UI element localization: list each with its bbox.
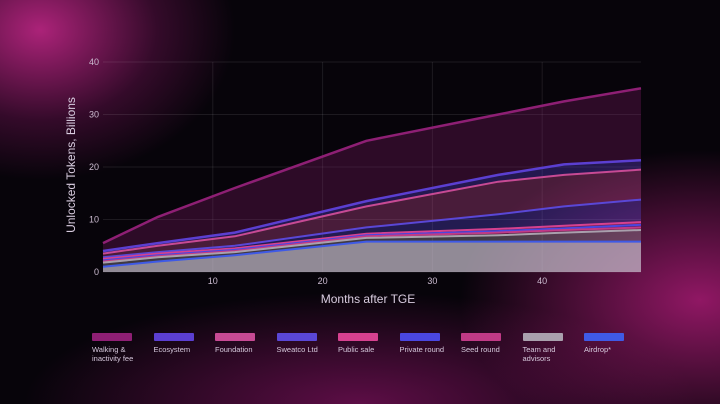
legend-label: Team and advisors <box>522 345 556 363</box>
y-tick-label: 0 <box>94 267 99 277</box>
legend-item: Sweatco Ltd <box>276 333 337 354</box>
legend-swatch <box>522 333 563 341</box>
legend-swatch <box>153 333 194 341</box>
legend-swatch <box>92 333 132 341</box>
x-tick-label: 30 <box>427 276 437 286</box>
legend-label: Airdrop* <box>584 345 612 354</box>
legend-swatch <box>276 333 317 341</box>
series-area <box>103 222 641 261</box>
series-area <box>103 230 641 267</box>
legend: Walking & inactivity fee Ecosystem Foundat… <box>92 333 652 383</box>
legend-item: Walking & inactivity fee <box>92 333 152 363</box>
series-line <box>102 198 642 259</box>
series-line <box>102 168 642 255</box>
y-tick-label: 10 <box>89 215 99 225</box>
x-tick-label: 20 <box>318 276 328 286</box>
series-line <box>102 87 642 245</box>
legend-label: Sweatco Ltd <box>276 345 318 354</box>
legend-item: Airdrop* <box>584 333 644 354</box>
legend-swatch <box>215 333 255 341</box>
y-tick-label: 20 <box>89 162 99 172</box>
x-axis-title: Months after TGE <box>321 292 415 306</box>
legend-label: Seed round <box>461 345 500 354</box>
y-tick-labels: 0 10 20 30 40 <box>89 57 99 277</box>
series-line <box>102 221 642 260</box>
series-line <box>102 240 641 268</box>
series-areas <box>103 88 641 272</box>
x-tick-label: 10 <box>208 276 218 286</box>
legend-label: Ecosystem <box>153 345 191 354</box>
legend-swatch <box>399 333 440 341</box>
legend-swatch <box>584 333 624 341</box>
series-area <box>103 88 641 251</box>
legend-label: Walking & inactivity fee <box>92 345 134 363</box>
legend-swatch <box>338 333 378 341</box>
legend-item: Team and advisors <box>522 333 583 363</box>
legend-label: Private round <box>399 345 445 354</box>
y-tick-label: 30 <box>89 110 99 120</box>
series-area <box>103 169 641 258</box>
legend-item: Foundation <box>215 333 275 354</box>
y-tick-label: 40 <box>89 57 99 67</box>
series-area <box>103 241 641 272</box>
legend-swatch <box>461 333 501 341</box>
series-line <box>102 158 642 253</box>
legend-label: Foundation <box>215 345 253 354</box>
series-line <box>102 229 642 264</box>
legend-item: Seed round <box>461 333 521 354</box>
x-tick-label: 40 <box>537 276 547 286</box>
legend-item: Ecosystem <box>153 333 214 354</box>
x-tick-labels: 10 20 30 40 <box>208 276 547 286</box>
series-area <box>103 199 641 259</box>
legend-item: Public sale <box>338 333 398 354</box>
series-lines <box>102 87 642 268</box>
legend-label: Public sale <box>338 345 375 354</box>
y-axis-title: Unlocked Tokens, Billions <box>64 97 78 233</box>
legend-item: Private round <box>399 333 460 354</box>
